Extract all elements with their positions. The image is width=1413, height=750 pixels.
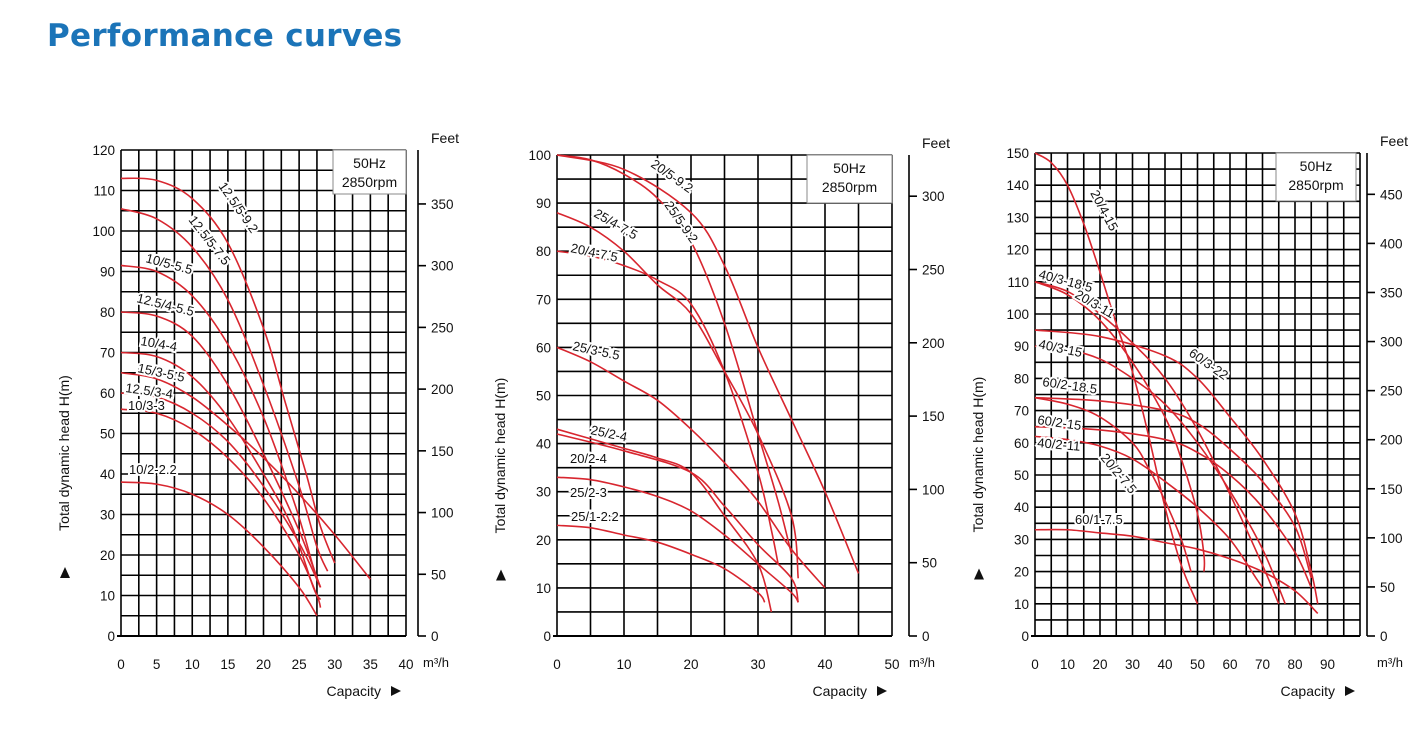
- y-tick-label: 10: [100, 589, 115, 604]
- x-tick-label: 30: [327, 657, 342, 672]
- feet-tick-label: 100: [431, 506, 454, 521]
- series-line: [120, 311, 322, 588]
- y-tick-label: 60: [100, 386, 115, 401]
- series-line: [120, 481, 318, 617]
- y-tick-label: 20: [100, 548, 115, 563]
- series-line: [120, 371, 371, 580]
- y-tick-label: 0: [107, 629, 115, 644]
- x-tick-label: 10: [185, 657, 200, 672]
- series-label: 12.5/5-9.2: [216, 179, 262, 236]
- series-line: [120, 392, 322, 588]
- series-label: 12.5/4-5.5: [135, 290, 195, 319]
- y-tick-label: 70: [100, 346, 115, 361]
- feet-tick-label: 350: [431, 197, 454, 212]
- x-axis-title: Capacity: [327, 683, 381, 699]
- y-tick-label: 100: [92, 224, 115, 239]
- y-tick-label: 40: [100, 467, 115, 482]
- feet-tick-label: 300: [431, 259, 454, 274]
- x-tick-label: 20: [256, 657, 271, 672]
- frequency-label: 50Hz: [353, 155, 386, 171]
- x-tick-label: 0: [117, 657, 125, 672]
- y-tick-label: 80: [100, 305, 115, 320]
- x-tick-label: 35: [363, 657, 378, 672]
- series-line: [120, 408, 322, 608]
- feet-tick-label: 200: [431, 382, 454, 397]
- y-arrow-icon: [60, 567, 70, 578]
- series-line: [120, 207, 329, 572]
- feet-tick-label: 0: [431, 629, 439, 644]
- y-axis-title: Total dynamic head H(m): [56, 375, 72, 531]
- feet-tick-label: 150: [431, 444, 454, 459]
- feet-axis-title: Feet: [431, 130, 459, 146]
- x-unit-label: m³/h: [423, 655, 449, 670]
- page-title: Performance curves: [47, 18, 403, 54]
- y-tick-label: 110: [93, 184, 115, 199]
- feet-tick-label: 250: [431, 320, 454, 335]
- speed-label: 2850rpm: [342, 174, 397, 190]
- series-label: 10/5-5.5: [144, 250, 194, 277]
- series-label: 10/3-3: [128, 398, 165, 413]
- x-tick-label: 40: [398, 657, 413, 672]
- series-line: [120, 177, 336, 564]
- y-tick-label: 90: [100, 265, 115, 280]
- x-tick-label: 5: [153, 657, 161, 672]
- x-tick-label: 25: [292, 657, 307, 672]
- y-tick-label: 50: [100, 427, 115, 442]
- feet-tick-label: 50: [431, 567, 446, 582]
- series-label: 10/2-2.2: [129, 462, 177, 477]
- x-arrow-icon: [391, 686, 401, 696]
- speed-legend-box: [332, 149, 407, 195]
- series-label: 10/4-4: [139, 333, 178, 354]
- x-tick-label: 15: [220, 657, 235, 672]
- y-tick-label: 120: [92, 143, 115, 158]
- y-tick-label: 30: [100, 508, 115, 523]
